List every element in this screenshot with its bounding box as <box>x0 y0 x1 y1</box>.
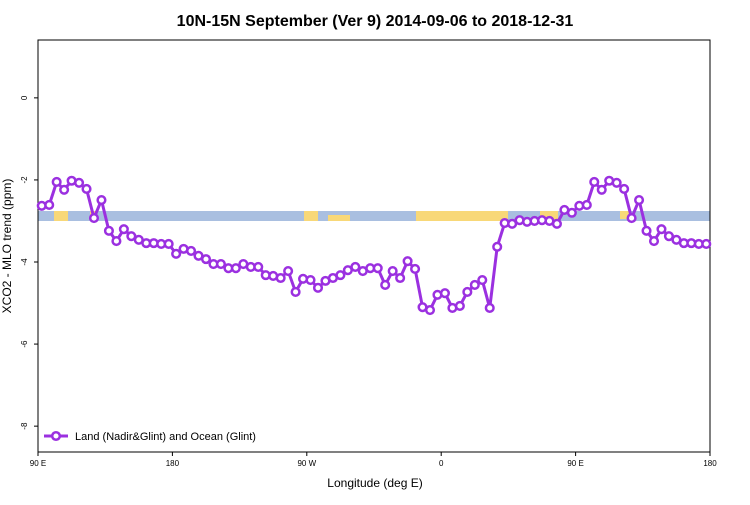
data-point <box>380 279 391 291</box>
data-point <box>96 194 107 206</box>
data-point <box>372 263 383 274</box>
y-tick-label: -2 <box>20 176 29 184</box>
data-point <box>200 254 212 265</box>
data-point <box>59 184 70 195</box>
y-tick-label: -8 <box>20 422 29 430</box>
data-point <box>551 218 562 229</box>
data-point <box>253 261 264 272</box>
x-tick-label: 90 W <box>297 459 316 468</box>
data-point <box>312 282 324 293</box>
data-point <box>387 265 398 277</box>
legend-marker <box>50 430 62 442</box>
data-point <box>626 213 637 224</box>
data-point <box>701 238 712 249</box>
plot-frame <box>37 39 711 453</box>
x-tick-label: 0 <box>439 459 444 468</box>
data-point <box>507 218 518 229</box>
data-point <box>118 224 129 235</box>
data-point <box>163 238 174 249</box>
data-point <box>439 288 450 299</box>
data-point <box>88 213 100 224</box>
legend-label: Land (Nadir&Glint) and Ocean (Glint) <box>75 431 256 443</box>
x-tick-label: 90 E <box>567 459 583 468</box>
data-point <box>469 279 480 291</box>
data-point <box>335 270 346 281</box>
data-point <box>648 236 660 247</box>
data-point <box>596 184 607 195</box>
data-point <box>103 225 114 236</box>
data-point <box>81 183 92 195</box>
data-point <box>581 199 592 211</box>
y-tick-label: -6 <box>20 340 29 348</box>
data-point <box>611 177 622 188</box>
data-point <box>215 259 226 270</box>
data-point <box>305 275 316 286</box>
data-point <box>462 286 473 298</box>
data-point <box>350 261 361 272</box>
x-tick-label: 180 <box>166 459 180 468</box>
ocean-band <box>38 211 710 221</box>
data-point <box>477 275 488 286</box>
data-point <box>275 272 286 284</box>
data-point <box>484 302 495 314</box>
data-point <box>290 286 301 298</box>
data-point <box>395 272 406 284</box>
data-point <box>186 245 197 256</box>
data-point <box>589 176 600 188</box>
data-point <box>111 236 122 247</box>
data-point <box>74 177 85 188</box>
data-point <box>566 207 577 218</box>
data-point <box>619 183 630 195</box>
data-point <box>283 265 294 277</box>
y-axis-label: XCO2 - MLO trend (ppm) <box>0 179 14 314</box>
data-point <box>641 225 652 236</box>
data-point <box>410 263 421 275</box>
data-point <box>44 199 55 211</box>
y-tick-label: 0 <box>20 95 29 100</box>
data-point <box>51 176 62 188</box>
x-tick-label: 90 E <box>30 459 46 468</box>
series-line <box>41 179 707 312</box>
x-axis-label: Longitude (deg E) <box>327 476 422 490</box>
data-point <box>663 231 674 242</box>
data-point <box>402 256 413 267</box>
data-point <box>656 224 667 235</box>
data-point <box>634 194 645 206</box>
x-tick-label: 180 <box>703 459 717 468</box>
data-point <box>171 248 182 259</box>
chart-title: 10N-15N September (Ver 9) 2014-09-06 to … <box>177 13 574 30</box>
data-point <box>454 300 465 311</box>
y-tick-label: -4 <box>20 258 29 266</box>
data-point <box>126 231 137 242</box>
data-point <box>230 263 241 274</box>
data-point <box>424 304 436 316</box>
data-point <box>492 241 503 252</box>
